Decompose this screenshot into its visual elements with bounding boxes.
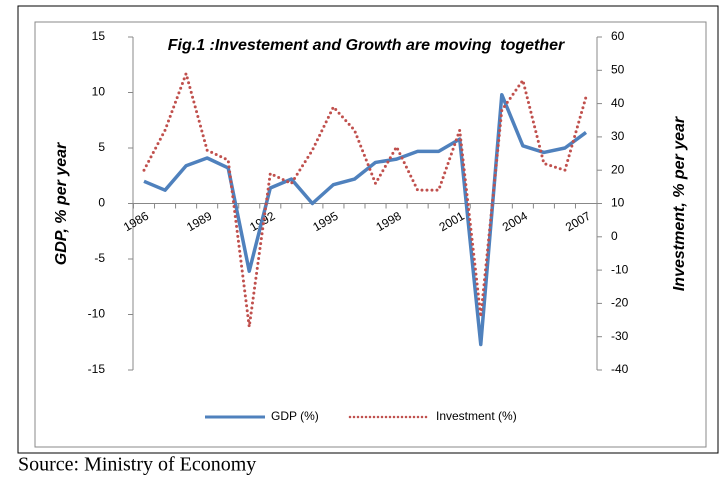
y-tick-label: -15 — [88, 362, 106, 376]
y2-tick-label: -20 — [611, 296, 629, 310]
chart-title: Fig.1 :Investement and Growth are moving… — [168, 37, 565, 54]
legend-label: Investment (%) — [436, 409, 517, 423]
y-axis-title: GDP, % per year — [53, 142, 70, 265]
y-tick-label: 15 — [92, 29, 106, 43]
y2-tick-label: 40 — [611, 96, 625, 110]
chart-frame — [34, 21, 707, 448]
y2-tick-label: 50 — [611, 62, 625, 76]
y-tick-label: -10 — [88, 307, 106, 321]
y2-tick-label: 30 — [611, 129, 625, 143]
y2-tick-label: -30 — [611, 329, 629, 343]
y2-tick-label: 60 — [611, 29, 625, 43]
y2-axis-title: Investment, % per year — [671, 116, 688, 291]
source-note: Source: Ministry of Economy — [18, 454, 256, 476]
y2-tick-label: -40 — [611, 362, 629, 376]
y2-tick-label: 0 — [611, 229, 618, 243]
y-tick-label: -5 — [94, 251, 105, 265]
outer-frame — [17, 5, 719, 454]
y-tick-label: 0 — [98, 196, 105, 210]
y-tick-label: 5 — [98, 140, 105, 154]
y-tick-label: 10 — [92, 85, 106, 99]
y2-tick-label: 10 — [611, 196, 625, 210]
series-line — [142, 72, 588, 329]
legend-label: GDP (%) — [271, 409, 319, 423]
y2-tick-label: -10 — [611, 262, 629, 276]
y2-tick-label: 20 — [611, 162, 625, 176]
series-line — [143, 92, 588, 347]
